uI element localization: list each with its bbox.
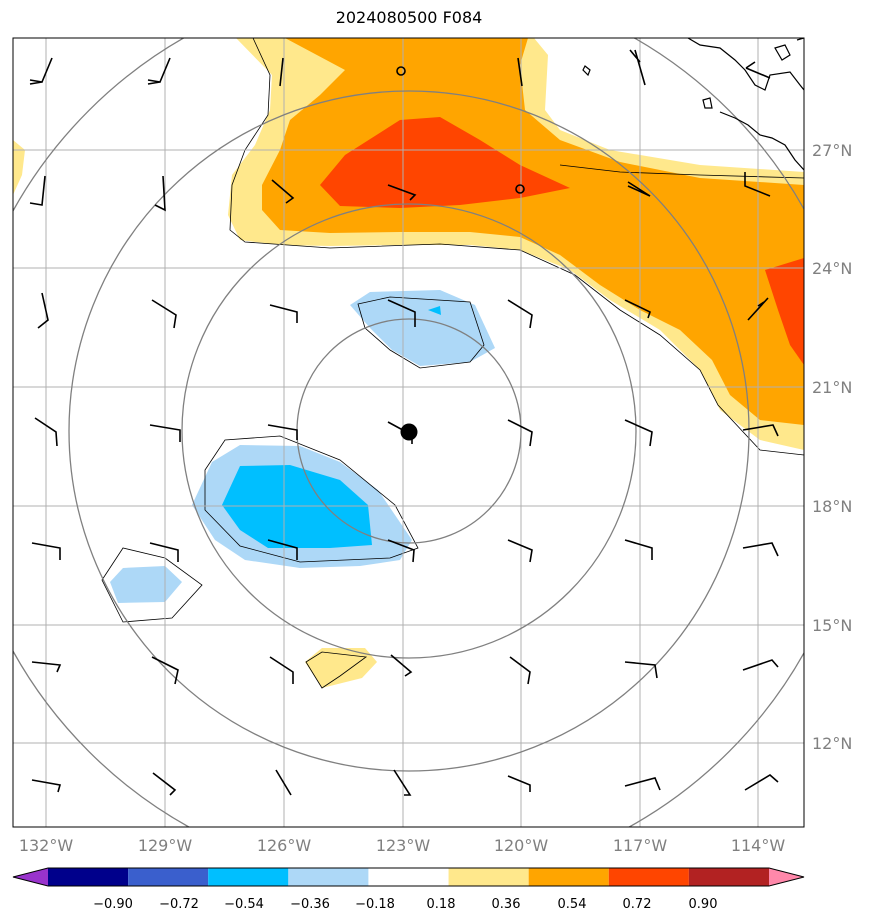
lat-tick-labels: 27°N 24°N 21°N 18°N 15°N 12°N (812, 141, 852, 753)
lon-label: 132°W (19, 836, 74, 855)
positive-anomaly-yellow-south (305, 648, 377, 688)
negative-anomaly-light-west (110, 566, 182, 603)
lon-tick-labels: 132°W 129°W 126°W 123°W 120°W 117°W 114°… (19, 836, 786, 855)
wind-barbs (29, 49, 779, 796)
graticule (13, 38, 804, 827)
positive-anomaly-red-east (765, 258, 804, 365)
colorbar-label: −0.36 (290, 897, 330, 912)
colorbar-swatch (368, 868, 449, 886)
colorbar-label: −0.72 (159, 897, 199, 912)
colorbar-swatch (208, 868, 289, 886)
plot-frame (12, 37, 805, 828)
lat-label: 18°N (812, 497, 852, 516)
colorbar-swatch (48, 868, 129, 886)
coastline (582, 38, 804, 171)
colorbar-label: −0.54 (224, 897, 264, 912)
storm-center-marker (400, 423, 418, 441)
lat-label: 21°N (812, 378, 852, 397)
colorbar-label: 0.18 (427, 897, 456, 912)
lon-label: 129°W (138, 836, 193, 855)
colorbar-label: 0.90 (689, 897, 718, 912)
colorbar-swatch (288, 868, 369, 886)
positive-anomaly-red (320, 117, 570, 208)
colorbar-swatch (528, 868, 609, 886)
lon-label: 120°W (494, 836, 549, 855)
colorbar-swatch (608, 868, 689, 886)
colorbar-swatch (13, 868, 48, 886)
plot-title: 2024080500 F084 (335, 8, 483, 27)
colorbar-swatch (769, 868, 804, 886)
colorbar-label: −0.18 (355, 897, 395, 912)
negative-anomaly-blue-north (428, 306, 441, 315)
colorbar-swatch (448, 868, 529, 886)
colorbar-label: 0.72 (623, 897, 652, 912)
positive-anomaly-yellow-west (13, 140, 25, 195)
lat-label: 15°N (812, 616, 852, 635)
colorbar: −0.90 −0.72 −0.54 −0.36 −0.18 0.18 0.36 … (12, 867, 805, 912)
colorbar-tick-labels: −0.90 −0.72 −0.54 −0.36 −0.18 0.18 0.36 … (93, 897, 717, 912)
colorbar-swatch (128, 868, 209, 886)
anomaly-fill-layer (13, 38, 804, 688)
colorbar-swatch (688, 868, 769, 886)
lon-label: 114°W (731, 836, 786, 855)
lon-label: 126°W (257, 836, 312, 855)
colorbar-label: 0.36 (492, 897, 521, 912)
lon-label: 117°W (613, 836, 668, 855)
negative-anomaly-light-north (350, 290, 495, 366)
lon-label: 123°W (376, 836, 431, 855)
contour-lines (101, 38, 804, 689)
lat-label: 27°N (812, 141, 852, 160)
colorbar-outline (12, 867, 805, 887)
colorbar-segments (13, 868, 804, 886)
lat-label: 24°N (812, 259, 852, 278)
lat-label: 12°N (812, 734, 852, 753)
colorbar-label: −0.90 (93, 897, 133, 912)
colorbar-label: 0.54 (558, 897, 587, 912)
